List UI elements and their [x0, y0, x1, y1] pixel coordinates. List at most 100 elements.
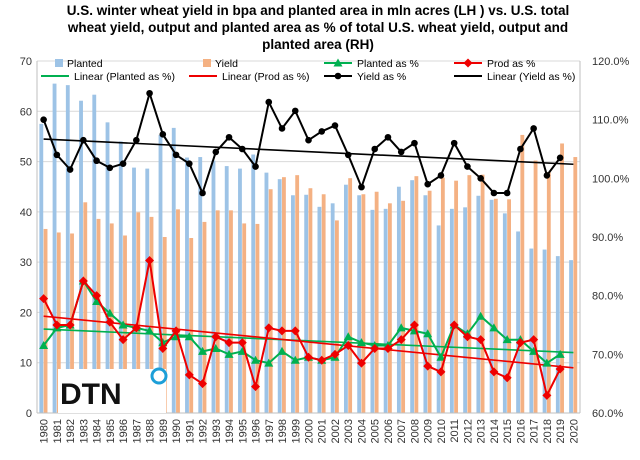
bar-yield	[493, 198, 498, 413]
left-tick-label: 50	[20, 157, 32, 169]
bar-planted	[79, 100, 83, 414]
x-tick-label: 1988	[145, 419, 157, 443]
legend-item-linear-yield-as: Linear (Yield as %)	[454, 71, 575, 83]
legend-label: Planted as %	[357, 58, 419, 70]
bar-planted	[449, 208, 454, 413]
bar-planted	[357, 195, 362, 413]
point-planted-as	[423, 329, 433, 338]
left-axis: 0 10 20 30 40 50 60 70	[20, 56, 38, 420]
bar-planted	[383, 208, 388, 413]
bar-yield	[387, 203, 392, 413]
point-prod-as	[65, 320, 75, 330]
x-tick-label: 2018	[542, 419, 554, 443]
point-yield-as	[225, 133, 233, 141]
legend-label: Planted	[67, 58, 103, 70]
x-tick-label: 2000	[304, 419, 316, 443]
point-yield-as	[199, 189, 206, 197]
point-prod-as	[462, 332, 472, 342]
legend-marker	[334, 72, 342, 80]
point-planted-as	[502, 335, 512, 344]
bar-planted	[224, 166, 229, 413]
x-tick-label: 1996	[251, 419, 263, 443]
point-planted-as	[290, 355, 300, 364]
legend-marker	[333, 58, 343, 67]
bar-planted	[304, 194, 309, 413]
x-tick-label: 1983	[78, 419, 90, 443]
x-tick-label: 1994	[224, 419, 236, 443]
x-tick-label: 1987	[131, 419, 143, 443]
point-planted-as	[92, 297, 102, 306]
point-prod-as	[224, 338, 234, 348]
legend-item-prod-as: Prod as %	[454, 58, 535, 70]
point-prod-as	[145, 255, 155, 265]
point-prod-as	[436, 367, 446, 377]
x-tick-label: 2016	[515, 419, 527, 443]
point-yield-as	[80, 136, 87, 144]
bar-planted	[317, 206, 322, 413]
point-prod-as	[555, 364, 565, 374]
x-tick-label: 2006	[383, 419, 395, 443]
bar-planted	[291, 195, 295, 413]
bar-yield	[242, 223, 247, 413]
x-tick-label: 1986	[118, 419, 130, 443]
bar-planted	[132, 167, 136, 413]
legend-item-yield-as: Yield as %	[324, 71, 406, 83]
left-tick-label: 20	[20, 307, 32, 319]
point-prod-as	[529, 335, 539, 345]
x-tick-label: 1997	[264, 419, 276, 443]
point-prod-as	[211, 332, 221, 342]
point-yield-as	[450, 139, 458, 147]
x-tick-label: 2004	[356, 419, 368, 443]
point-prod-as	[105, 317, 115, 327]
bar-yield	[440, 177, 445, 413]
left-tick-label: 40	[20, 207, 32, 219]
point-prod-as	[304, 352, 313, 362]
bar-yield	[162, 237, 167, 413]
point-yield-as	[66, 166, 74, 173]
point-prod-as	[396, 335, 406, 345]
point-yield-as	[556, 154, 564, 162]
logo-text: DTN	[60, 378, 122, 411]
point-planted-as	[489, 323, 499, 332]
point-planted-as	[251, 355, 261, 364]
x-tick-label: 2001	[317, 419, 329, 443]
point-planted-as	[277, 346, 287, 355]
point-prod-as	[131, 323, 141, 333]
x-tick-label: 1982	[65, 419, 77, 443]
bar-yield	[189, 238, 194, 413]
x-tick-label: 1989	[158, 419, 170, 443]
point-prod-as	[489, 367, 499, 377]
line-prod-as	[42, 260, 561, 399]
x-tick-label: 2007	[396, 419, 408, 443]
x-tick-label: 2009	[423, 419, 435, 443]
point-prod-as	[158, 343, 168, 353]
bar-yield	[255, 223, 260, 413]
bar-planted	[463, 207, 468, 413]
point-yield-as	[186, 160, 193, 167]
chart-title-line-3: planted area (RH)	[262, 37, 374, 52]
bar-planted	[502, 213, 507, 413]
legend-label: Linear (Yield as %)	[487, 71, 575, 83]
bar-planted	[251, 154, 256, 413]
point-yield-as	[477, 175, 484, 182]
bar-yield	[560, 143, 564, 413]
point-prod-as	[171, 326, 181, 336]
bar-yield	[401, 200, 406, 413]
right-tick-label: 80.0%	[592, 291, 623, 303]
bar-planted	[277, 179, 282, 413]
point-prod-as	[118, 335, 128, 345]
legend-label: Linear (Planted as %)	[74, 71, 175, 83]
point-planted-as	[105, 308, 115, 317]
bar-planted	[158, 134, 163, 414]
bar-planted	[436, 225, 441, 413]
x-tick-label: 1999	[290, 419, 302, 443]
trendline-linear-yield-as-	[43, 138, 574, 166]
point-prod-as	[502, 373, 512, 383]
point-planted-as	[264, 358, 274, 367]
point-planted-as	[118, 320, 128, 329]
chart-title: U.S. winter wheat yield in bpa and plant…	[67, 3, 570, 52]
bar-yield	[268, 189, 273, 413]
bar-yield	[520, 134, 525, 414]
bar-yield	[308, 188, 313, 413]
